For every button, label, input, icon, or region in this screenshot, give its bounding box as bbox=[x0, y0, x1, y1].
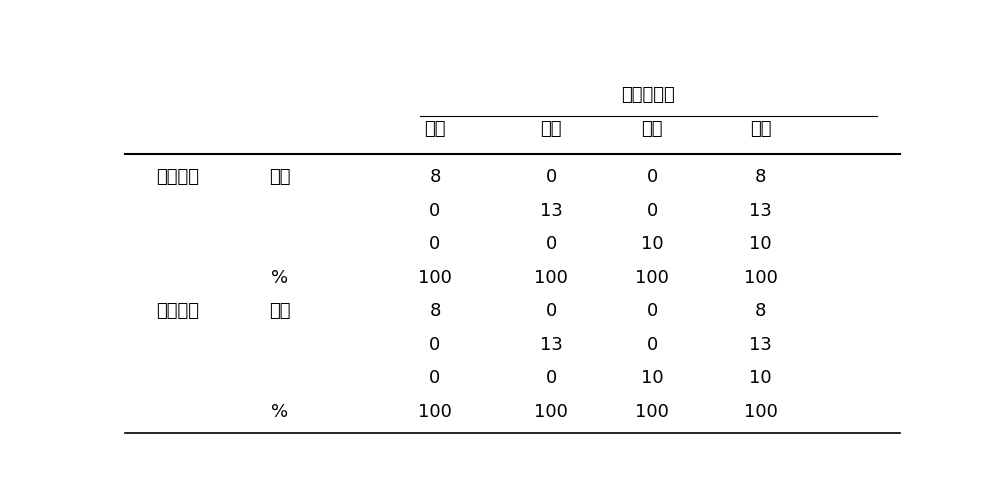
Text: 初始验证: 初始验证 bbox=[156, 168, 199, 186]
Text: 100: 100 bbox=[635, 403, 669, 420]
Text: 0: 0 bbox=[546, 168, 557, 186]
Text: 0: 0 bbox=[646, 202, 658, 220]
Text: 8: 8 bbox=[429, 168, 441, 186]
Text: 100: 100 bbox=[744, 269, 777, 287]
Text: 13: 13 bbox=[749, 202, 772, 220]
Text: 13: 13 bbox=[540, 335, 563, 354]
Text: 10: 10 bbox=[749, 369, 772, 387]
Text: 10: 10 bbox=[641, 235, 663, 253]
Text: 100: 100 bbox=[534, 403, 568, 420]
Text: 100: 100 bbox=[534, 269, 568, 287]
Text: 0: 0 bbox=[429, 235, 441, 253]
Text: 100: 100 bbox=[635, 269, 669, 287]
Text: 0: 0 bbox=[429, 202, 441, 220]
Text: 0: 0 bbox=[646, 302, 658, 320]
Text: 8: 8 bbox=[755, 168, 766, 186]
Text: 0: 0 bbox=[646, 168, 658, 186]
Text: 山东: 山东 bbox=[540, 120, 562, 138]
Text: 10: 10 bbox=[641, 369, 663, 387]
Text: 0: 0 bbox=[429, 335, 441, 354]
Text: 13: 13 bbox=[749, 335, 772, 354]
Text: 交叉验证: 交叉验证 bbox=[156, 302, 199, 320]
Text: 数目: 数目 bbox=[269, 168, 291, 186]
Text: 总数: 总数 bbox=[750, 120, 771, 138]
Text: 0: 0 bbox=[546, 302, 557, 320]
Text: 预测组成员: 预测组成员 bbox=[621, 86, 675, 104]
Text: 0: 0 bbox=[546, 369, 557, 387]
Text: %: % bbox=[271, 403, 289, 420]
Text: 100: 100 bbox=[418, 269, 452, 287]
Text: 陕西: 陕西 bbox=[424, 120, 446, 138]
Text: 云南: 云南 bbox=[641, 120, 663, 138]
Text: 0: 0 bbox=[646, 335, 658, 354]
Text: 13: 13 bbox=[540, 202, 563, 220]
Text: 10: 10 bbox=[749, 235, 772, 253]
Text: 数目: 数目 bbox=[269, 302, 291, 320]
Text: 8: 8 bbox=[755, 302, 766, 320]
Text: %: % bbox=[271, 269, 289, 287]
Text: 100: 100 bbox=[418, 403, 452, 420]
Text: 0: 0 bbox=[429, 369, 441, 387]
Text: 100: 100 bbox=[744, 403, 777, 420]
Text: 8: 8 bbox=[429, 302, 441, 320]
Text: 0: 0 bbox=[546, 235, 557, 253]
